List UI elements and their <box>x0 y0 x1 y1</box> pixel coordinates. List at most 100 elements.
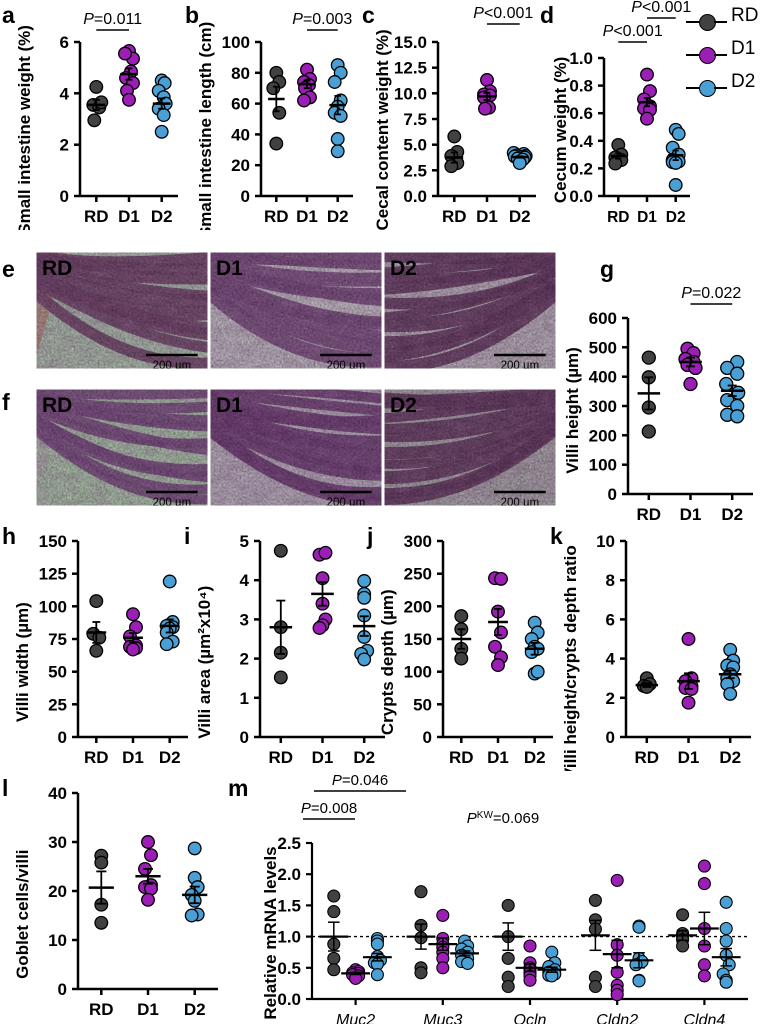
svg-text:300: 300 <box>404 532 432 551</box>
svg-text:D2: D2 <box>509 207 531 226</box>
svg-text:20: 20 <box>231 156 250 175</box>
svg-text:40: 40 <box>48 784 67 803</box>
svg-text:RD: RD <box>84 748 109 767</box>
svg-text:2.0: 2.0 <box>277 865 301 884</box>
svg-text:Small intestine length (cm): Small intestine length (cm) <box>196 22 215 230</box>
svg-text:0.8: 0.8 <box>569 77 593 96</box>
svg-text:150: 150 <box>404 630 432 649</box>
svg-text:40: 40 <box>231 125 250 144</box>
svg-text:5: 5 <box>240 532 249 551</box>
svg-text:D1: D1 <box>476 207 498 226</box>
svg-text:50: 50 <box>413 695 432 714</box>
svg-text:200 µm: 200 µm <box>501 497 540 506</box>
svg-text:Small intestine weight (%): Small intestine weight (%) <box>15 25 34 230</box>
svg-text:100: 100 <box>589 456 617 475</box>
svg-text:Cldn2: Cldn2 <box>596 1012 638 1024</box>
svg-text:D2: D2 <box>719 748 741 767</box>
svg-text:P<0.001: P<0.001 <box>631 0 691 16</box>
svg-text:5.0: 5.0 <box>403 136 427 155</box>
svg-text:0: 0 <box>60 187 69 206</box>
svg-text:D2: D2 <box>159 748 181 767</box>
svg-text:0.4: 0.4 <box>569 132 593 151</box>
svg-text:Muc3: Muc3 <box>423 1012 462 1024</box>
svg-text:0.0: 0.0 <box>403 187 427 206</box>
svg-text:RD: RD <box>89 1000 114 1019</box>
svg-text:0: 0 <box>58 980 67 999</box>
svg-text:200 µm: 200 µm <box>153 360 192 369</box>
svg-text:D1: D1 <box>122 748 144 767</box>
svg-text:D1: D1 <box>137 1000 159 1019</box>
svg-text:P=0.003: P=0.003 <box>292 11 352 28</box>
svg-text:RD: RD <box>42 394 72 417</box>
svg-text:250: 250 <box>404 565 432 584</box>
svg-text:PKW=0.069: PKW=0.069 <box>467 810 539 828</box>
svg-text:100: 100 <box>39 597 67 616</box>
svg-text:0: 0 <box>58 728 67 747</box>
svg-text:400: 400 <box>589 368 617 387</box>
svg-text:6: 6 <box>60 33 69 52</box>
svg-text:D2: D2 <box>524 748 546 767</box>
svg-text:0: 0 <box>240 728 249 747</box>
svg-text:0.5: 0.5 <box>277 959 301 978</box>
svg-text:D2: D2 <box>390 257 417 280</box>
svg-text:P=0.022: P=0.022 <box>681 285 741 302</box>
svg-text:Ocln: Ocln <box>514 1012 547 1024</box>
svg-text:1.0: 1.0 <box>569 49 593 68</box>
svg-text:RD: RD <box>635 748 660 767</box>
svg-text:7.5: 7.5 <box>403 110 427 129</box>
svg-text:D1: D1 <box>296 207 318 226</box>
svg-text:D1: D1 <box>637 209 657 226</box>
svg-text:15.0: 15.0 <box>394 33 427 52</box>
svg-text:P<0.001: P<0.001 <box>473 5 533 22</box>
svg-text:200 µm: 200 µm <box>153 497 192 506</box>
svg-text:10.0: 10.0 <box>394 84 427 103</box>
svg-text:0: 0 <box>606 728 615 747</box>
svg-text:75: 75 <box>48 630 67 649</box>
svg-text:D1: D1 <box>216 394 243 417</box>
svg-text:200 µm: 200 µm <box>501 360 540 369</box>
svg-text:D2: D2 <box>390 394 417 417</box>
svg-text:RD: RD <box>607 209 629 226</box>
svg-text:20: 20 <box>48 882 67 901</box>
svg-text:0: 0 <box>423 728 432 747</box>
svg-text:Relative mRNA levels: Relative mRNA levels <box>261 846 280 1019</box>
svg-text:Villi area (µm²x10⁴): Villi area (µm²x10⁴) <box>195 586 214 739</box>
svg-text:D1: D1 <box>216 257 243 280</box>
svg-text:100: 100 <box>222 33 250 52</box>
svg-text:RD: RD <box>442 207 467 226</box>
svg-text:25: 25 <box>48 695 67 714</box>
svg-text:RD: RD <box>264 207 289 226</box>
svg-text:4: 4 <box>60 84 70 103</box>
svg-text:80: 80 <box>231 64 250 83</box>
svg-text:50: 50 <box>48 663 67 682</box>
svg-text:2: 2 <box>240 650 249 669</box>
svg-text:2.5: 2.5 <box>277 834 301 853</box>
svg-text:600: 600 <box>589 309 617 328</box>
svg-text:D2: D2 <box>327 207 349 226</box>
svg-text:60: 60 <box>231 95 250 114</box>
svg-text:30: 30 <box>48 833 67 852</box>
svg-text:Villi height (µm): Villi height (µm) <box>563 347 582 474</box>
svg-text:P<0.001: P<0.001 <box>603 23 663 40</box>
svg-text:0: 0 <box>608 485 617 504</box>
svg-text:10: 10 <box>48 931 67 950</box>
svg-text:10: 10 <box>596 532 615 551</box>
svg-text:0: 0 <box>241 187 250 206</box>
svg-text:D1: D1 <box>487 748 509 767</box>
svg-text:D1: D1 <box>312 748 334 767</box>
svg-text:12.5: 12.5 <box>394 59 427 78</box>
svg-text:6: 6 <box>606 610 615 629</box>
svg-text:Cecum weight (%): Cecum weight (%) <box>551 57 570 203</box>
svg-text:Muc2: Muc2 <box>336 1012 375 1024</box>
svg-text:4: 4 <box>240 571 250 590</box>
svg-text:2.5: 2.5 <box>403 161 427 180</box>
svg-text:300: 300 <box>589 397 617 416</box>
svg-text:Crypts depth (µm): Crypts depth (µm) <box>378 589 397 735</box>
svg-text:0.0: 0.0 <box>277 990 301 1009</box>
svg-text:125: 125 <box>39 565 67 584</box>
svg-text:P=0.046: P=0.046 <box>332 773 388 789</box>
svg-text:1: 1 <box>240 689 249 708</box>
svg-text:1.5: 1.5 <box>277 896 301 915</box>
svg-text:1.0: 1.0 <box>277 928 301 947</box>
svg-text:Villi height/crypts depth rati: Villi height/crypts depth ratio <box>561 545 580 771</box>
